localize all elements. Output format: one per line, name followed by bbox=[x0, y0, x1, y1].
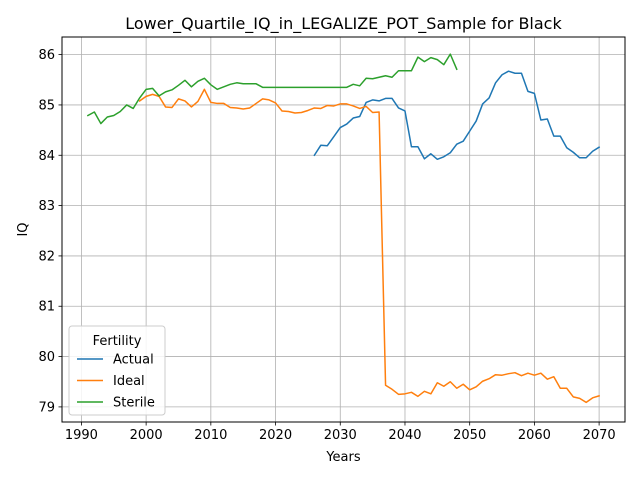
y-tick-label: 80 bbox=[38, 350, 55, 365]
x-tick-label: 2030 bbox=[324, 428, 357, 443]
plot-frame bbox=[61, 36, 626, 423]
axis-ticks: 1990 2000 2010 2020 2030 2040 2050 2060 2070 79 80… bbox=[38, 48, 615, 443]
series-line-ideal bbox=[138, 88, 601, 404]
legend: Fertility Actual Ideal Sterile bbox=[68, 325, 166, 416]
x-tick-label: 2040 bbox=[388, 428, 421, 443]
y-tick-label: 79 bbox=[38, 400, 55, 415]
x-tick-label: 2070 bbox=[583, 428, 616, 443]
x-tick-label: 2010 bbox=[194, 428, 227, 443]
series-line-sterile bbox=[86, 53, 458, 125]
x-tick-label: 2060 bbox=[518, 428, 551, 443]
y-tick-label: 85 bbox=[38, 98, 55, 113]
legend-entries: Actual Ideal Sterile bbox=[77, 353, 155, 411]
legend-label-actual: Actual bbox=[113, 353, 154, 368]
x-tick-label: 2020 bbox=[259, 428, 292, 443]
y-tick-label: 83 bbox=[38, 199, 55, 214]
legend-title: Fertility bbox=[93, 334, 142, 349]
y-tick-label: 84 bbox=[38, 149, 55, 164]
series-lines bbox=[86, 53, 601, 404]
legend-box bbox=[68, 325, 166, 416]
series-line-actual bbox=[313, 70, 601, 161]
y-tick-label: 81 bbox=[38, 300, 55, 315]
legend-label-sterile: Sterile bbox=[113, 396, 155, 411]
y-axis-label: IQ bbox=[16, 222, 31, 236]
x-tick-label: 2050 bbox=[453, 428, 486, 443]
chart-title: Lower_Quartile_IQ_in_LEGALIZE_POT_Sample… bbox=[125, 14, 562, 34]
y-tick-label: 82 bbox=[38, 249, 55, 264]
x-axis-label: Years bbox=[325, 450, 361, 465]
x-tick-label: 2000 bbox=[130, 428, 163, 443]
legend-label-ideal: Ideal bbox=[113, 374, 145, 389]
x-tick-label: 1990 bbox=[65, 428, 98, 443]
y-tick-label: 86 bbox=[38, 48, 55, 63]
